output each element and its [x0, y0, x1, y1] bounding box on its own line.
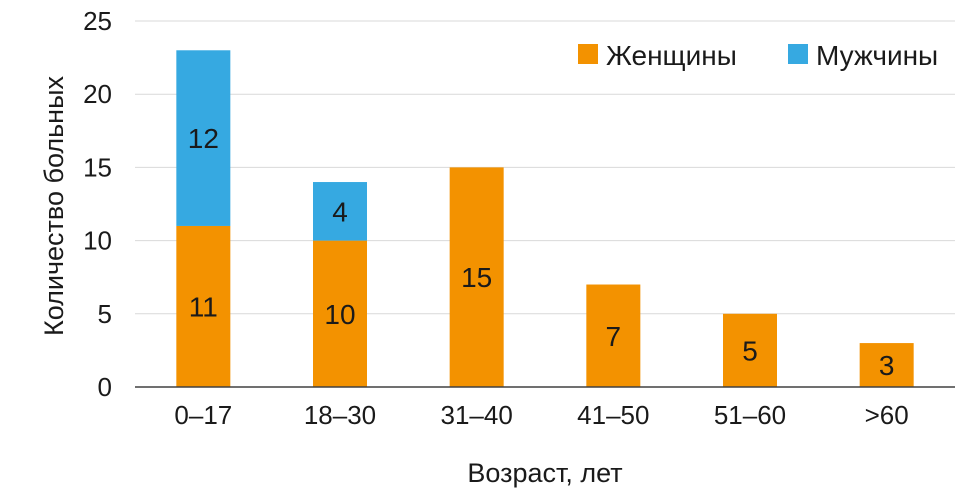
y-axis-ticks: 0 5 10 15 20 25: [83, 6, 112, 402]
x-tick-label: 0–17: [174, 400, 232, 430]
data-labels: 11 12 10 4 15 7 5 3: [188, 123, 895, 381]
x-axis-ticks: 0–17 18–30 31–40 41–50 51–60 >60: [174, 400, 908, 430]
legend-label-women: Женщины: [606, 40, 737, 71]
legend: Женщины Мужчины: [578, 40, 938, 71]
bar-women: [313, 240, 367, 387]
x-tick-label: 51–60: [714, 400, 786, 430]
data-label: 5: [742, 335, 758, 366]
bar-women: [723, 313, 777, 387]
data-label: 11: [189, 291, 218, 322]
bar-women: [449, 167, 504, 387]
bar-men: [176, 50, 231, 226]
y-tick-label: 10: [83, 226, 112, 256]
legend-label-men: Мужчины: [816, 40, 938, 71]
y-axis-title: Количество больных: [39, 75, 69, 336]
y-tick-label: 20: [83, 79, 112, 109]
x-tick-label: 31–40: [441, 400, 513, 430]
bar-men: [313, 182, 367, 241]
x-tick-label: 18–30: [304, 400, 376, 430]
bar-women: [586, 284, 641, 387]
data-label: 4: [332, 196, 348, 227]
gridlines: [135, 20, 955, 315]
x-axis-title: Возраст, лет: [467, 458, 622, 488]
bar-women: [176, 225, 231, 387]
data-label: 7: [606, 321, 622, 352]
x-tick-label: >60: [865, 400, 909, 430]
y-tick-label: 15: [83, 152, 112, 182]
x-tick-label: 41–50: [577, 400, 649, 430]
data-label: 12: [188, 123, 219, 154]
legend-swatch-women: [578, 44, 598, 64]
data-label: 3: [879, 350, 895, 381]
y-tick-label: 25: [83, 6, 112, 36]
data-label: 15: [461, 262, 492, 293]
y-tick-label: 0: [98, 372, 112, 402]
bar-women: [859, 343, 914, 387]
data-label: 10: [324, 299, 355, 330]
y-tick-label: 5: [98, 299, 112, 329]
legend-swatch-men: [788, 44, 808, 64]
bars: [176, 50, 914, 387]
